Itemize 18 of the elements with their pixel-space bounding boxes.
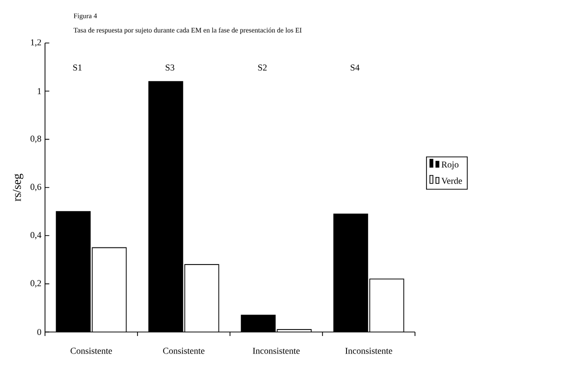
x-tick-label: Inconsistente xyxy=(345,348,392,354)
y-tick-label: 0,4 xyxy=(30,232,42,240)
legend-label: Verde xyxy=(441,177,462,184)
x-tick-label: Inconsistente xyxy=(252,348,300,354)
annotation: S3 xyxy=(166,64,174,71)
y-tick-label: 1 xyxy=(38,88,41,94)
y-axis-title: rs/seg xyxy=(12,174,24,202)
x-tick-label: Consistente xyxy=(163,348,204,354)
legend-label: Rojo xyxy=(442,162,458,170)
y-tick-label: 0,2 xyxy=(30,280,41,288)
y-tick-label: 0 xyxy=(37,328,42,336)
annotation: S4 xyxy=(350,64,360,71)
x-tick-label: Consistente xyxy=(70,348,112,354)
y-tick-label: 0,8 xyxy=(30,136,42,144)
annotation: S2 xyxy=(258,64,267,71)
y-tick-label: 1,2 xyxy=(31,39,41,47)
y-tick-label: 0,6 xyxy=(30,184,42,192)
annotation: S1 xyxy=(73,64,82,71)
